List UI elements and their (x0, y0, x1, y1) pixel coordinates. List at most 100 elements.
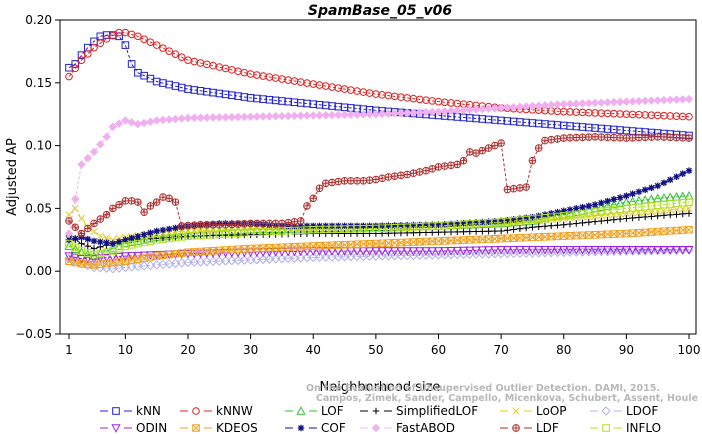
data-point-odin (653, 246, 663, 255)
data-point-knn (127, 60, 136, 68)
data-point-ldof (502, 248, 513, 259)
data-point-inflo (672, 199, 681, 208)
data-point-kdeos (177, 249, 186, 257)
data-point-cof (109, 240, 117, 247)
data-point-ldof (465, 249, 475, 259)
data-point-odin (296, 247, 306, 257)
data-point-kdeos (440, 237, 449, 245)
watermark-line-1: Campos, Zimek, Sander, Campello, Micenko… (316, 393, 698, 404)
data-point-fastabod (515, 102, 525, 112)
y-tick-label: 0.20 (25, 13, 52, 27)
data-point-fastabod (277, 111, 287, 121)
data-point-loop (541, 216, 549, 224)
data-point-ldof (527, 248, 538, 258)
legend-label: INFLO (626, 421, 661, 434)
data-point-ldf (685, 134, 693, 142)
data-point-odin (408, 247, 419, 256)
data-point-fastabod (183, 113, 193, 123)
series-line-odin (68, 249, 689, 260)
data-point-ldf (466, 148, 474, 156)
data-point-odin (76, 254, 87, 264)
legend-label: kNN (136, 404, 161, 418)
legend-label: ODIN (136, 421, 167, 434)
data-point-simplifiedlof (598, 217, 605, 225)
data-point-ldf (246, 219, 255, 228)
legend-item-ldof: LDOF (590, 404, 658, 418)
data-point-ldf (578, 133, 587, 142)
x-tick-label: 100 (678, 343, 701, 357)
data-point-ldf (372, 175, 380, 184)
data-point-odin (540, 246, 550, 255)
data-point-kdeos (459, 236, 468, 244)
data-point-loop (65, 211, 73, 219)
data-point-cof (529, 213, 536, 221)
data-point-odin (101, 253, 112, 263)
data-point-loop (597, 211, 605, 220)
data-point-odin (602, 246, 613, 255)
data-point-inflo (603, 206, 612, 215)
data-point-cof (460, 219, 467, 227)
legend-label: FastABOD (396, 421, 455, 434)
data-point-ldf (403, 170, 411, 179)
data-point-inflo (553, 212, 562, 221)
data-point-knnw (90, 43, 98, 52)
data-point-cof (472, 219, 480, 226)
legend-label: LoOP (536, 404, 567, 418)
data-point-ldof (314, 252, 325, 262)
data-point-fastabod (684, 94, 694, 104)
data-point-cof (397, 222, 405, 229)
data-point-odin (615, 246, 625, 255)
data-point-odin (126, 252, 137, 261)
data-point-knnw (134, 32, 142, 41)
data-point-cof (391, 222, 398, 229)
data-point-lof (534, 214, 544, 224)
data-point-fastabod (70, 194, 80, 204)
series-inflo (65, 198, 693, 259)
data-point-ldof (308, 252, 318, 263)
data-point-odin (527, 246, 538, 255)
data-point-cof (479, 218, 486, 226)
series-line-ldf (68, 136, 690, 235)
data-point-ldof (584, 247, 594, 257)
data-point-simplifiedlof (648, 213, 655, 220)
data-point-simplifiedlof (366, 230, 373, 237)
data-point-simplifiedlof (641, 213, 649, 221)
data-point-kdeos (96, 260, 105, 268)
data-point-ldf (478, 146, 487, 155)
data-point-odin (258, 248, 268, 257)
data-point-ldf (171, 198, 180, 206)
data-point-ldf (202, 221, 211, 229)
data-point-fastabod (427, 107, 437, 117)
data-point-ldof (440, 250, 450, 260)
data-point-fastabod (471, 105, 481, 114)
data-point-ldof (490, 249, 500, 259)
x-tick-label: 80 (556, 343, 571, 357)
data-point-lof (602, 201, 613, 210)
data-point-odin (634, 246, 644, 255)
data-point-ldf (566, 134, 574, 142)
data-point-knnw (685, 112, 693, 121)
data-point-cof (453, 220, 461, 227)
data-point-fastabod (102, 132, 111, 142)
data-point-knnw (215, 63, 224, 71)
data-point-odin (471, 246, 481, 256)
data-point-ldof (377, 251, 387, 261)
data-point-ldf (65, 217, 73, 225)
data-point-kdeos (610, 230, 618, 238)
series-fastabod (64, 94, 694, 238)
data-point-fastabod (628, 97, 637, 106)
data-point-loop (560, 214, 568, 223)
data-point-ldf (365, 176, 374, 184)
data-point-inflo (591, 208, 599, 216)
data-point-fastabod (440, 106, 450, 116)
data-point-inflo (516, 216, 524, 225)
data-point-fastabod (233, 112, 243, 122)
data-point-cof (153, 227, 160, 235)
data-point-cof (103, 239, 110, 247)
data-point-lof (565, 208, 575, 218)
data-point-odin (584, 246, 594, 255)
data-point-simplifiedlof (472, 228, 480, 235)
data-point-ldf (647, 133, 656, 141)
data-point-simplifiedlof (347, 230, 355, 237)
data-point-ldf (666, 133, 675, 142)
